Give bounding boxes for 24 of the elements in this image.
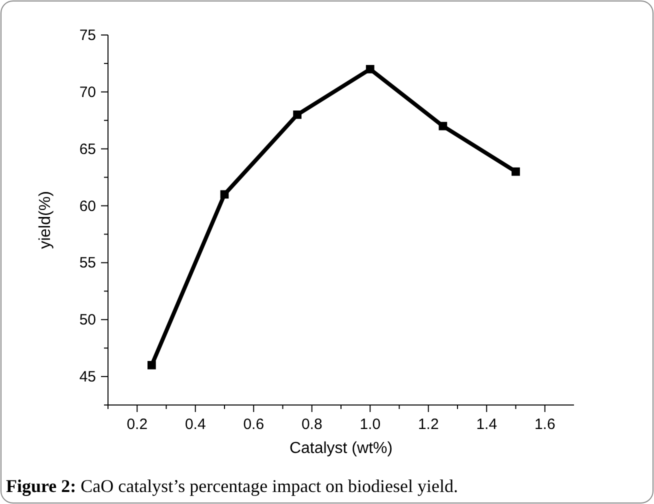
point <box>438 122 448 130</box>
x-tick-label: 0.6 <box>243 416 264 433</box>
point <box>220 190 229 199</box>
x-tick-label: 0.4 <box>184 416 206 433</box>
point <box>512 167 520 176</box>
x-axis-title: Catalyst (wt%) <box>289 440 393 457</box>
x-tick-label: 1.0 <box>360 416 381 433</box>
x-tick-label: 1.2 <box>418 416 439 433</box>
point <box>293 110 302 119</box>
y-tick-label: 75 <box>79 27 96 44</box>
y-tick-label: 45 <box>79 368 96 386</box>
x-tick-label: 0.8 <box>301 416 322 433</box>
point <box>366 64 374 74</box>
y-tick-label: 65 <box>79 140 96 158</box>
caption: Figure 2: CaO catalyst’s percentage impact on biodiesel yield. <box>6 476 458 496</box>
y-axis-title: yield(%) <box>37 191 54 249</box>
y-tick-label: 70 <box>79 84 96 101</box>
x-tick-label: 1.4 <box>476 416 498 433</box>
y-tick-label: 50 <box>79 312 96 329</box>
x-tick-label: 1.6 <box>534 416 556 433</box>
point <box>148 360 156 370</box>
y-tick-label: 60 <box>79 198 96 215</box>
x-tick-label: 0.2 <box>126 416 148 433</box>
y-tick-label: 55 <box>79 254 96 272</box>
